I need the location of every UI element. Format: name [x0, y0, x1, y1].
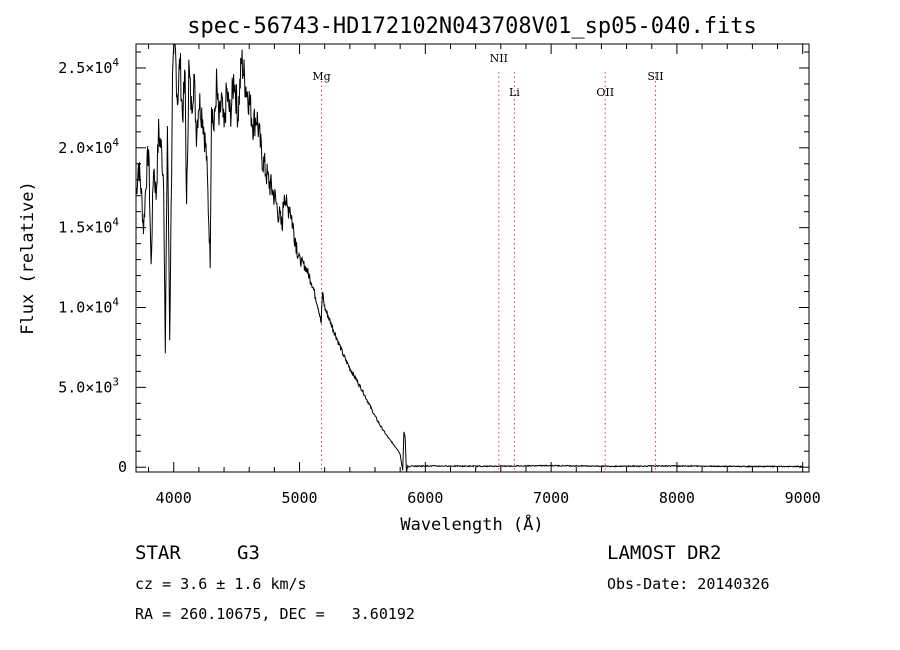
chart-title: spec-56743-HD172102N043708V01_sp05-040.f…	[187, 14, 757, 39]
y-tick-label: 2.5×104	[58, 56, 119, 77]
y-tick-label: 5.0×103	[58, 375, 119, 396]
marker-label: Li	[509, 86, 520, 99]
spectrum-line	[135, 43, 803, 473]
y-tick-label: 2.0×104	[58, 136, 119, 157]
x-tick-label: 9000	[785, 489, 821, 507]
redshift-cz: cz = 3.6 ± 1.6 km/s	[135, 575, 307, 593]
survey-name: LAMOST DR2	[607, 542, 721, 564]
marker-label: Mg	[312, 70, 330, 83]
y-tick-label: 1.5×104	[58, 216, 119, 237]
y-axis: 0 5.0×103 1.0×104 1.5×104 2.0×104 2.5×104	[58, 51, 809, 476]
plot-frame	[135, 43, 810, 473]
marker-label: OII	[596, 86, 614, 99]
x-tick-label: 6000	[407, 489, 443, 507]
x-tick-label: 8000	[659, 489, 695, 507]
y-tick-label: 0	[118, 458, 127, 476]
marker-label: SII	[647, 70, 663, 83]
line-markers: Mg NII Li OII SII	[312, 52, 664, 472]
object-subclass: G3	[237, 542, 260, 564]
x-axis: 4000 5000 6000 7000 8000 9000	[148, 44, 821, 507]
object-class: STAR	[135, 542, 181, 564]
coordinates: RA = 260.10675, DEC = 3.60192	[135, 605, 415, 623]
x-tick-label: 5000	[281, 489, 317, 507]
x-tick-label: 4000	[156, 489, 192, 507]
x-tick-label: 7000	[533, 489, 569, 507]
marker-label: NII	[490, 52, 508, 65]
y-tick-label: 1.0×104	[58, 296, 119, 317]
x-axis-label: Wavelength (Å)	[400, 513, 543, 535]
y-axis-label: Flux (relative)	[18, 181, 38, 335]
obs-date: Obs-Date: 20140326	[607, 575, 770, 593]
